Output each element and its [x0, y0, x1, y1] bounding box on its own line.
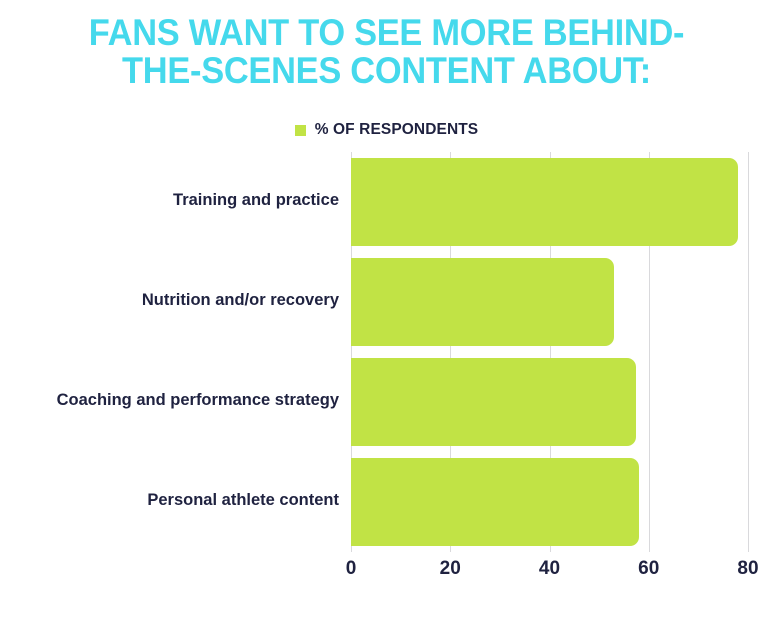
- bar[interactable]: [351, 258, 614, 346]
- gridline-20: [450, 152, 452, 552]
- bar[interactable]: [351, 458, 639, 546]
- gridline-0: [351, 152, 352, 552]
- plot-area: [351, 152, 749, 552]
- category-label: Personal athlete content: [147, 491, 339, 509]
- category-label: Training and practice: [173, 191, 339, 209]
- x-tick-label: 60: [638, 558, 660, 579]
- chart-legend: % OF RESPONDENTS: [0, 121, 773, 139]
- x-tick-label: 0: [345, 558, 357, 579]
- bar-row: [351, 158, 748, 246]
- bar-row: [351, 458, 748, 546]
- x-tick-label: 80: [737, 558, 759, 579]
- gridline-60: [648, 152, 650, 552]
- category-label: Nutrition and/or recovery: [141, 291, 339, 309]
- gridline-40: [549, 152, 551, 552]
- bar[interactable]: [351, 358, 637, 446]
- gridline-80: [748, 152, 749, 552]
- bar-row: [351, 358, 748, 446]
- x-tick-label: 40: [538, 558, 561, 579]
- chart-title: FANS WANT TO SEE MORE BEHIND- THE-SCENES…: [88, 12, 685, 91]
- bar[interactable]: [351, 158, 739, 246]
- category-label: Coaching and performance strategy: [56, 391, 339, 409]
- category-axis-labels: Training and practice Nutrition and/or re…: [0, 152, 339, 552]
- x-tick-label: 20: [439, 558, 461, 579]
- bar-row: [351, 258, 748, 346]
- legend-swatch-icon: [294, 124, 306, 136]
- x-axis-tick-labels: 0 20 40 60 80: [0, 558, 773, 588]
- legend-item: % OF RESPONDENTS: [294, 121, 479, 139]
- legend-item-label: % OF RESPONDENTS: [314, 121, 479, 138]
- bar-series: [351, 152, 748, 552]
